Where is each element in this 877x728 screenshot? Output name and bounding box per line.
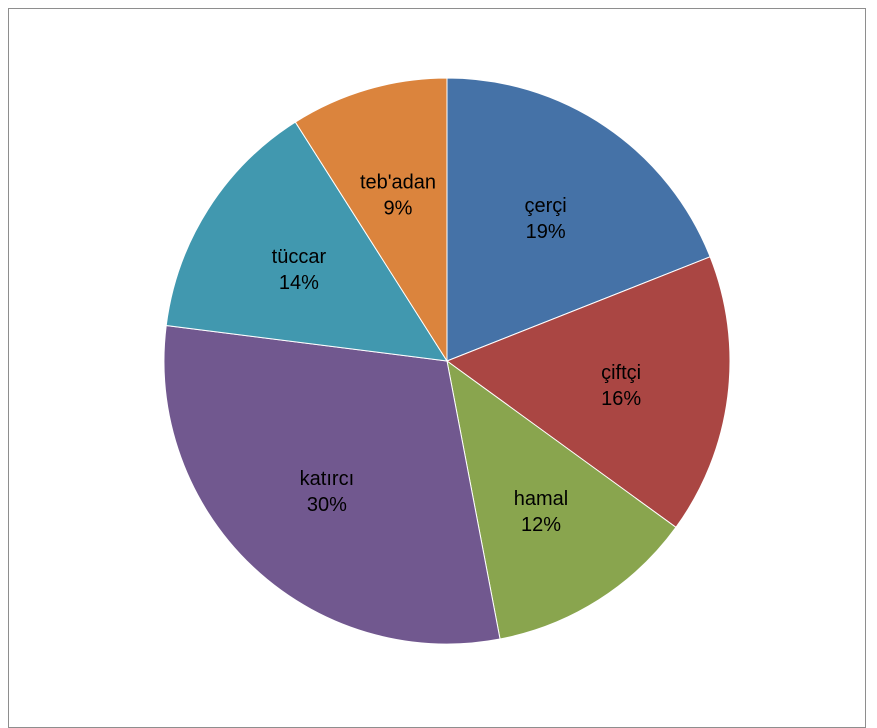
slice-value-label: 14% xyxy=(279,272,319,294)
slice-value-label: 16% xyxy=(601,388,641,410)
pie-slices xyxy=(163,77,731,645)
slice-category-label: tüccar xyxy=(272,246,327,268)
slice-label-3: katırcı 30% xyxy=(300,468,354,516)
slice-label-0: çerçi 19% xyxy=(524,195,566,243)
slice-value-label: 12% xyxy=(521,514,561,536)
pie-slice-1 xyxy=(445,256,731,529)
slice-category-label: çiftçi xyxy=(601,362,641,384)
slice-label-4: tüccar 14% xyxy=(272,246,327,294)
pie-slice-3 xyxy=(163,324,501,645)
pie-slice-0 xyxy=(446,77,711,362)
slice-category-label: katırcı xyxy=(300,468,354,490)
slice-value-label: 9% xyxy=(384,198,413,220)
slice-label-2: hamal 12% xyxy=(514,488,568,536)
pie-slice-2 xyxy=(446,359,677,640)
pie-slice-4 xyxy=(165,121,448,362)
slice-category-label: teb'adan xyxy=(360,172,436,194)
slice-value-label: 30% xyxy=(307,494,347,516)
pie-labels: çerçi 19% çiftçi 16% hamal 12% katırcı 30% tücca… xyxy=(272,172,642,537)
slice-category-label: çerçi xyxy=(524,195,566,217)
pie-slice-5 xyxy=(294,77,448,363)
slice-label-5: teb'adan 9% xyxy=(360,172,436,220)
slice-label-1: çiftçi 16% xyxy=(601,362,641,410)
slice-value-label: 19% xyxy=(526,221,566,243)
slice-category-label: hamal xyxy=(514,488,568,510)
